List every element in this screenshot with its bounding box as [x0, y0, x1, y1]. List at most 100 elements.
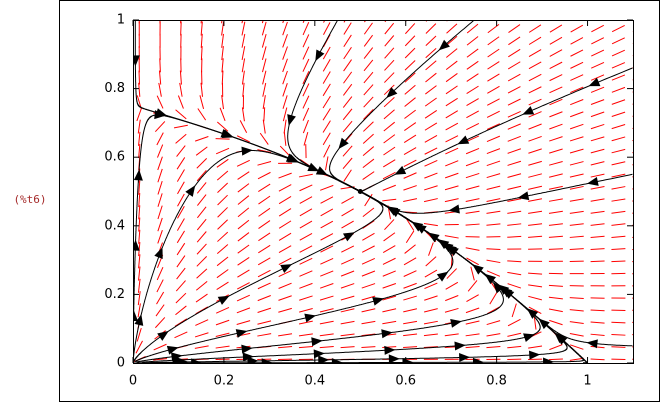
arrow-head — [315, 49, 325, 62]
field-dash — [341, 220, 354, 229]
field-dash — [569, 248, 584, 250]
field-dash — [179, 82, 183, 97]
field-dash — [363, 34, 374, 47]
field-dash — [632, 115, 633, 117]
field-dash — [236, 135, 250, 143]
field-dash — [444, 172, 459, 179]
field-dash — [382, 171, 396, 180]
field-dash — [257, 269, 271, 278]
field-dash — [424, 134, 438, 143]
arrow-head — [372, 296, 385, 306]
field-dash — [569, 198, 584, 202]
field-dash — [195, 281, 208, 291]
field-dash — [633, 13, 646, 19]
field-dash — [528, 198, 543, 202]
field-dash — [299, 282, 313, 289]
field-dash — [611, 161, 626, 166]
field-dash — [299, 208, 313, 217]
field-dash — [528, 284, 543, 288]
trajectories — [133, 20, 633, 363]
field-dash — [382, 245, 396, 254]
field-dash — [323, 144, 331, 158]
field-dash — [282, 95, 288, 109]
field-dash — [569, 210, 584, 214]
field-dash — [180, 21, 182, 36]
field-dash — [507, 148, 522, 154]
field-dash — [299, 270, 313, 277]
field-dash — [282, 34, 288, 48]
field-dash — [570, 24, 584, 33]
arrow-head — [280, 264, 293, 274]
field-dash — [259, 132, 269, 145]
field-dash — [428, 242, 434, 256]
field-dash — [466, 135, 480, 143]
arrow-head — [526, 308, 539, 319]
field-dash — [194, 332, 209, 338]
field-dash — [403, 134, 417, 144]
field-dash — [278, 232, 292, 241]
field-dash — [424, 295, 438, 301]
field-dash — [632, 67, 633, 69]
field-dash — [570, 74, 584, 81]
field-dash — [611, 86, 626, 93]
field-dash — [466, 36, 479, 46]
field-dash — [507, 86, 521, 94]
field-dash — [322, 83, 331, 97]
field-dash — [549, 61, 563, 69]
arrow-head — [221, 129, 234, 138]
field-dash — [425, 256, 437, 267]
field-dash — [486, 320, 501, 326]
field-dash — [343, 71, 353, 84]
field-dash — [384, 219, 395, 231]
trajectory — [329, 20, 475, 192]
field-dash — [175, 133, 187, 144]
field-dash — [632, 261, 633, 263]
field-dash — [384, 72, 395, 83]
field-dash — [403, 270, 417, 277]
field-dash — [445, 147, 459, 155]
x-tick-label: 0.4 — [304, 374, 325, 389]
field-dash — [361, 333, 376, 337]
field-dash — [278, 245, 292, 253]
field-dash — [486, 333, 501, 337]
arrow-head — [133, 55, 140, 67]
field-dash — [511, 303, 517, 318]
field-dash — [466, 110, 479, 119]
field-dash — [632, 212, 633, 214]
field-dash — [507, 160, 522, 166]
field-dash — [320, 208, 334, 217]
field-dash — [528, 173, 542, 178]
field-dash — [465, 160, 480, 167]
field-dash — [342, 157, 353, 169]
field-dash — [507, 210, 522, 214]
field-dash — [445, 110, 459, 119]
field-dash — [194, 136, 209, 142]
field-dash — [196, 182, 207, 194]
field-dash — [423, 223, 438, 227]
field-dash — [507, 235, 522, 238]
field-dash — [465, 147, 480, 155]
field-dash — [158, 70, 162, 85]
field-dash — [424, 122, 438, 131]
field-dash — [342, 108, 353, 121]
field-dash — [217, 219, 228, 230]
field-dash — [199, 95, 205, 109]
field-dash — [486, 160, 501, 167]
field-dash — [382, 184, 396, 191]
field-dash — [298, 346, 313, 349]
field-dash — [404, 109, 416, 119]
field-dash — [362, 232, 375, 241]
field-dash — [528, 86, 542, 94]
field-dash — [569, 161, 584, 166]
field-dash — [424, 159, 438, 167]
field-dash — [215, 306, 230, 314]
field-dash — [341, 208, 354, 217]
field-dash — [590, 111, 605, 118]
field-dash — [569, 297, 584, 300]
field-dash — [361, 245, 375, 253]
field-dash — [363, 121, 374, 132]
field-dash — [444, 185, 459, 191]
field-dash — [591, 20, 593, 21]
field-dash — [363, 108, 374, 120]
field-dash — [363, 84, 374, 96]
